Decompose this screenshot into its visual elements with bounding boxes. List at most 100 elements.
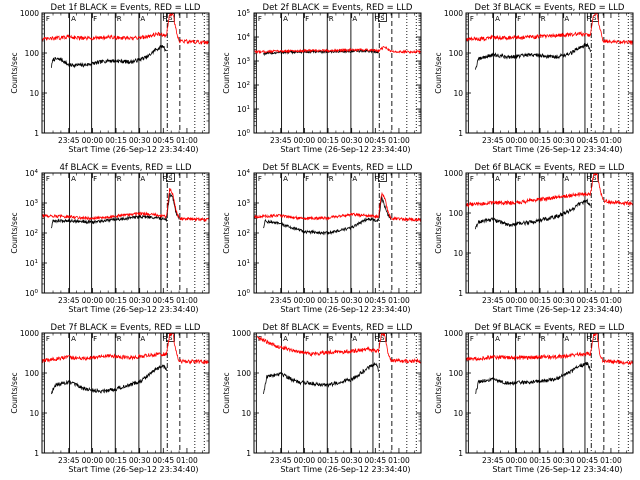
y-tick-label: 100 (449, 49, 464, 58)
flag-label: R (329, 175, 334, 183)
x-tick-label: 00:30 (129, 296, 151, 305)
x-tick-label: 00:30 (553, 456, 575, 465)
saa-label: S (380, 334, 384, 342)
flag-label: A (352, 335, 357, 343)
flag-label: A (283, 15, 288, 23)
flag-label: A (71, 175, 76, 183)
events-series-line (263, 195, 392, 236)
flag-label: A (71, 15, 76, 23)
y-tick-label: 10 (453, 89, 463, 98)
y-tick-label: 103 (25, 199, 39, 208)
x-tick-label: 00:45 (576, 136, 598, 145)
lld-series-line (254, 191, 421, 223)
y-tick-label: 10 (29, 409, 39, 418)
saa-label: S (592, 14, 596, 22)
lld-series-line (256, 333, 421, 364)
plot-frame (465, 332, 634, 454)
x-tick-label: 00:00 (82, 296, 104, 305)
flag-label: F (305, 175, 309, 183)
x-tick-label: 00:45 (576, 296, 598, 305)
x-tick-label: 00:30 (553, 296, 575, 305)
flag-label: F (470, 15, 474, 23)
x-tick-label: 00:00 (82, 456, 104, 465)
y-tick-label: 104 (237, 169, 251, 178)
x-tick-label: 23:45 (270, 296, 292, 305)
flag-label: A (283, 335, 288, 343)
x-tick-label: 00:15 (529, 296, 551, 305)
y-tick-label: 1000 (444, 329, 463, 338)
y-tick-label: 1 (458, 129, 463, 138)
events-series-line (475, 198, 591, 230)
events-series-line (475, 361, 591, 394)
flag-label: F (517, 175, 521, 183)
y-tick-label: 101 (25, 259, 38, 268)
flag-label: F (258, 15, 262, 23)
x-tick-label: 00:00 (82, 136, 104, 145)
flag-label: A (564, 335, 569, 343)
y-axis-label: Counts/sec (434, 372, 443, 413)
y-tick-label: 100 (449, 209, 464, 218)
y-tick-label: 1 (458, 289, 463, 298)
events-series-line (475, 42, 591, 70)
flag-label: F (470, 175, 474, 183)
x-axis-label: Start Time (26-Sep-12 23:34:40) (280, 465, 410, 474)
x-tick-label: 23:45 (58, 456, 80, 465)
plot-frame (253, 332, 422, 454)
flag-label: F (374, 175, 378, 183)
y-tick-label: 100 (237, 369, 252, 378)
flag-label: F (162, 335, 166, 343)
x-tick-label: 01:00 (600, 296, 622, 305)
flag-label: A (495, 335, 500, 343)
saa-label: S (168, 174, 172, 182)
lld-series-line (42, 187, 209, 223)
x-tick-label: 00:45 (152, 456, 174, 465)
flag-label: A (564, 175, 569, 183)
events-series-line (51, 364, 167, 395)
flag-label: A (352, 15, 357, 23)
y-tick-label: 100 (25, 289, 39, 298)
flag-label: R (329, 335, 334, 343)
flag-label: F (305, 335, 309, 343)
plot-frame (41, 332, 210, 454)
y-tick-label: 104 (237, 33, 251, 42)
y-tick-label: 1000 (232, 329, 251, 338)
y-tick-label: 100 (237, 289, 251, 298)
events-series-line (51, 44, 167, 69)
plot-frame (465, 172, 634, 294)
flag-label: F (517, 15, 521, 23)
x-tick-label: 00:15 (317, 456, 339, 465)
flag-label: A (140, 15, 145, 23)
y-tick-label: 1 (34, 129, 39, 138)
x-tick-label: 00:00 (506, 456, 528, 465)
flag-label: A (140, 335, 145, 343)
saa-label: S (380, 14, 384, 22)
y-tick-label: 103 (237, 199, 251, 208)
x-axis-label: Start Time (26-Sep-12 23:34:40) (68, 145, 198, 154)
x-tick-label: 00:45 (152, 296, 174, 305)
y-axis-label: Counts/sec (434, 212, 443, 253)
flag-label: F (93, 175, 97, 183)
panel-title: Det 8f BLACK = Events, RED = LLD (263, 323, 413, 333)
x-tick-label: 01:00 (600, 136, 622, 145)
x-tick-label: 01:00 (388, 296, 410, 305)
x-tick-label: 23:45 (58, 296, 80, 305)
x-tick-label: 00:00 (506, 136, 528, 145)
y-axis-label: Counts/sec (222, 372, 231, 413)
events-series-line (263, 361, 379, 394)
x-tick-label: 00:45 (152, 136, 174, 145)
saa-label: S (592, 174, 596, 182)
lld-series-line (42, 333, 209, 365)
flag-label: F (586, 335, 590, 343)
lld-series-line (466, 173, 633, 208)
x-tick-label: 00:30 (341, 456, 363, 465)
flag-label: A (140, 175, 145, 183)
x-tick-label: 00:15 (317, 136, 339, 145)
y-tick-label: 105 (237, 9, 251, 18)
plot-frame (41, 12, 210, 134)
x-tick-label: 00:00 (294, 296, 316, 305)
